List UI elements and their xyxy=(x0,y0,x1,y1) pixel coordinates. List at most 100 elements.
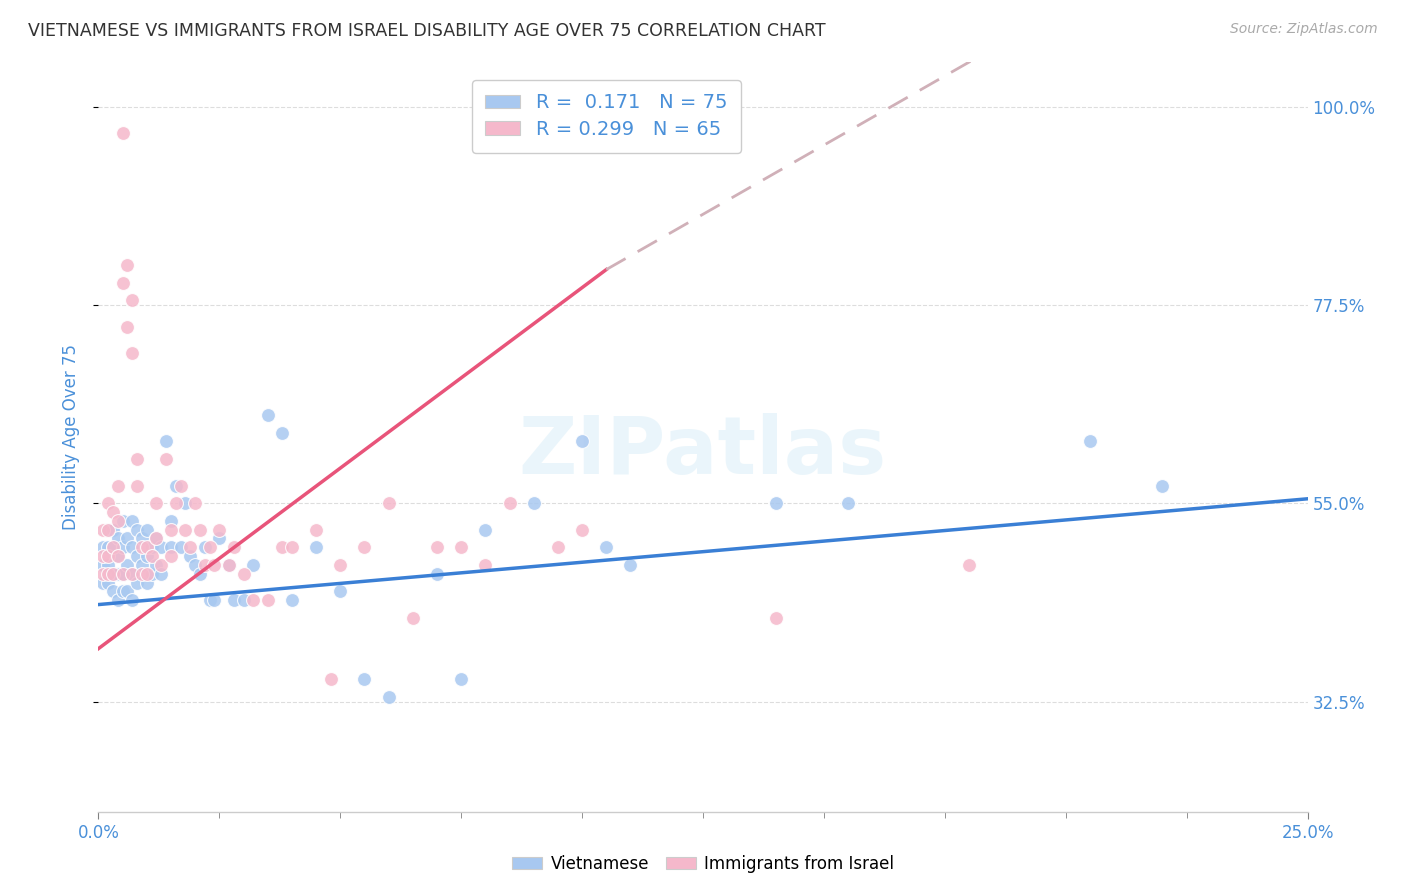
Point xyxy=(169,478,191,492)
Point xyxy=(127,549,149,563)
Point xyxy=(101,523,124,537)
Point xyxy=(121,541,143,555)
Point xyxy=(111,514,134,528)
Point xyxy=(319,673,342,687)
Point xyxy=(107,566,129,581)
Point xyxy=(155,434,177,449)
Point xyxy=(232,566,254,581)
Point xyxy=(281,593,304,607)
Point xyxy=(198,541,221,555)
Point xyxy=(377,496,399,510)
Point xyxy=(256,593,278,607)
Point xyxy=(155,452,177,467)
Point xyxy=(127,523,149,537)
Point xyxy=(121,566,143,581)
Point xyxy=(91,549,114,563)
Point xyxy=(765,611,787,625)
Point xyxy=(165,496,187,510)
Point xyxy=(111,276,134,290)
Point xyxy=(107,549,129,563)
Point xyxy=(498,496,520,510)
Point xyxy=(131,558,153,572)
Point xyxy=(117,558,139,572)
Point xyxy=(121,566,143,581)
Point xyxy=(1078,434,1101,449)
Point xyxy=(131,566,153,581)
Point xyxy=(101,566,124,581)
Point xyxy=(91,541,114,555)
Point xyxy=(188,523,211,537)
Point xyxy=(121,514,143,528)
Point xyxy=(523,496,546,510)
Point xyxy=(329,584,352,599)
Point xyxy=(117,319,139,334)
Point xyxy=(474,523,496,537)
Point xyxy=(188,566,211,581)
Point xyxy=(107,478,129,492)
Point xyxy=(353,541,375,555)
Point xyxy=(353,673,375,687)
Point xyxy=(765,496,787,510)
Point xyxy=(141,566,163,581)
Point xyxy=(150,566,173,581)
Point xyxy=(111,126,134,140)
Point xyxy=(204,558,226,572)
Point xyxy=(91,523,114,537)
Point xyxy=(174,523,197,537)
Point xyxy=(121,593,143,607)
Point xyxy=(837,496,859,510)
Point xyxy=(450,673,472,687)
Point xyxy=(107,593,129,607)
Point xyxy=(117,584,139,599)
Point xyxy=(91,566,114,581)
Point xyxy=(222,593,245,607)
Point xyxy=(218,558,240,572)
Point xyxy=(179,549,201,563)
Point xyxy=(426,566,449,581)
Point xyxy=(1152,478,1174,492)
Text: VIETNAMESE VS IMMIGRANTS FROM ISRAEL DISABILITY AGE OVER 75 CORRELATION CHART: VIETNAMESE VS IMMIGRANTS FROM ISRAEL DIS… xyxy=(28,22,825,40)
Point xyxy=(97,496,120,510)
Point xyxy=(160,523,183,537)
Point xyxy=(141,541,163,555)
Point xyxy=(150,558,173,572)
Point xyxy=(208,523,231,537)
Point xyxy=(97,575,120,590)
Point xyxy=(281,541,304,555)
Point xyxy=(97,523,120,537)
Point xyxy=(222,541,245,555)
Point xyxy=(204,593,226,607)
Point xyxy=(145,558,167,572)
Point xyxy=(111,584,134,599)
Point xyxy=(111,566,134,581)
Point xyxy=(91,575,114,590)
Point xyxy=(97,558,120,572)
Point xyxy=(101,584,124,599)
Point xyxy=(145,496,167,510)
Point xyxy=(135,541,157,555)
Point xyxy=(111,541,134,555)
Point xyxy=(135,523,157,537)
Point xyxy=(305,523,328,537)
Point xyxy=(145,532,167,546)
Point xyxy=(242,558,264,572)
Point xyxy=(135,549,157,563)
Point xyxy=(957,558,980,572)
Point xyxy=(91,558,114,572)
Point xyxy=(402,611,425,625)
Point xyxy=(174,496,197,510)
Point xyxy=(194,541,217,555)
Point xyxy=(121,293,143,308)
Point xyxy=(179,541,201,555)
Point xyxy=(232,593,254,607)
Legend: Vietnamese, Immigrants from Israel: Vietnamese, Immigrants from Israel xyxy=(505,848,901,880)
Point xyxy=(145,532,167,546)
Point xyxy=(97,566,120,581)
Point xyxy=(131,532,153,546)
Point xyxy=(165,478,187,492)
Legend: R =  0.171   N = 75, R = 0.299   N = 65: R = 0.171 N = 75, R = 0.299 N = 65 xyxy=(471,79,741,153)
Point xyxy=(329,558,352,572)
Text: ZIPatlas: ZIPatlas xyxy=(519,413,887,491)
Point xyxy=(111,566,134,581)
Point xyxy=(426,541,449,555)
